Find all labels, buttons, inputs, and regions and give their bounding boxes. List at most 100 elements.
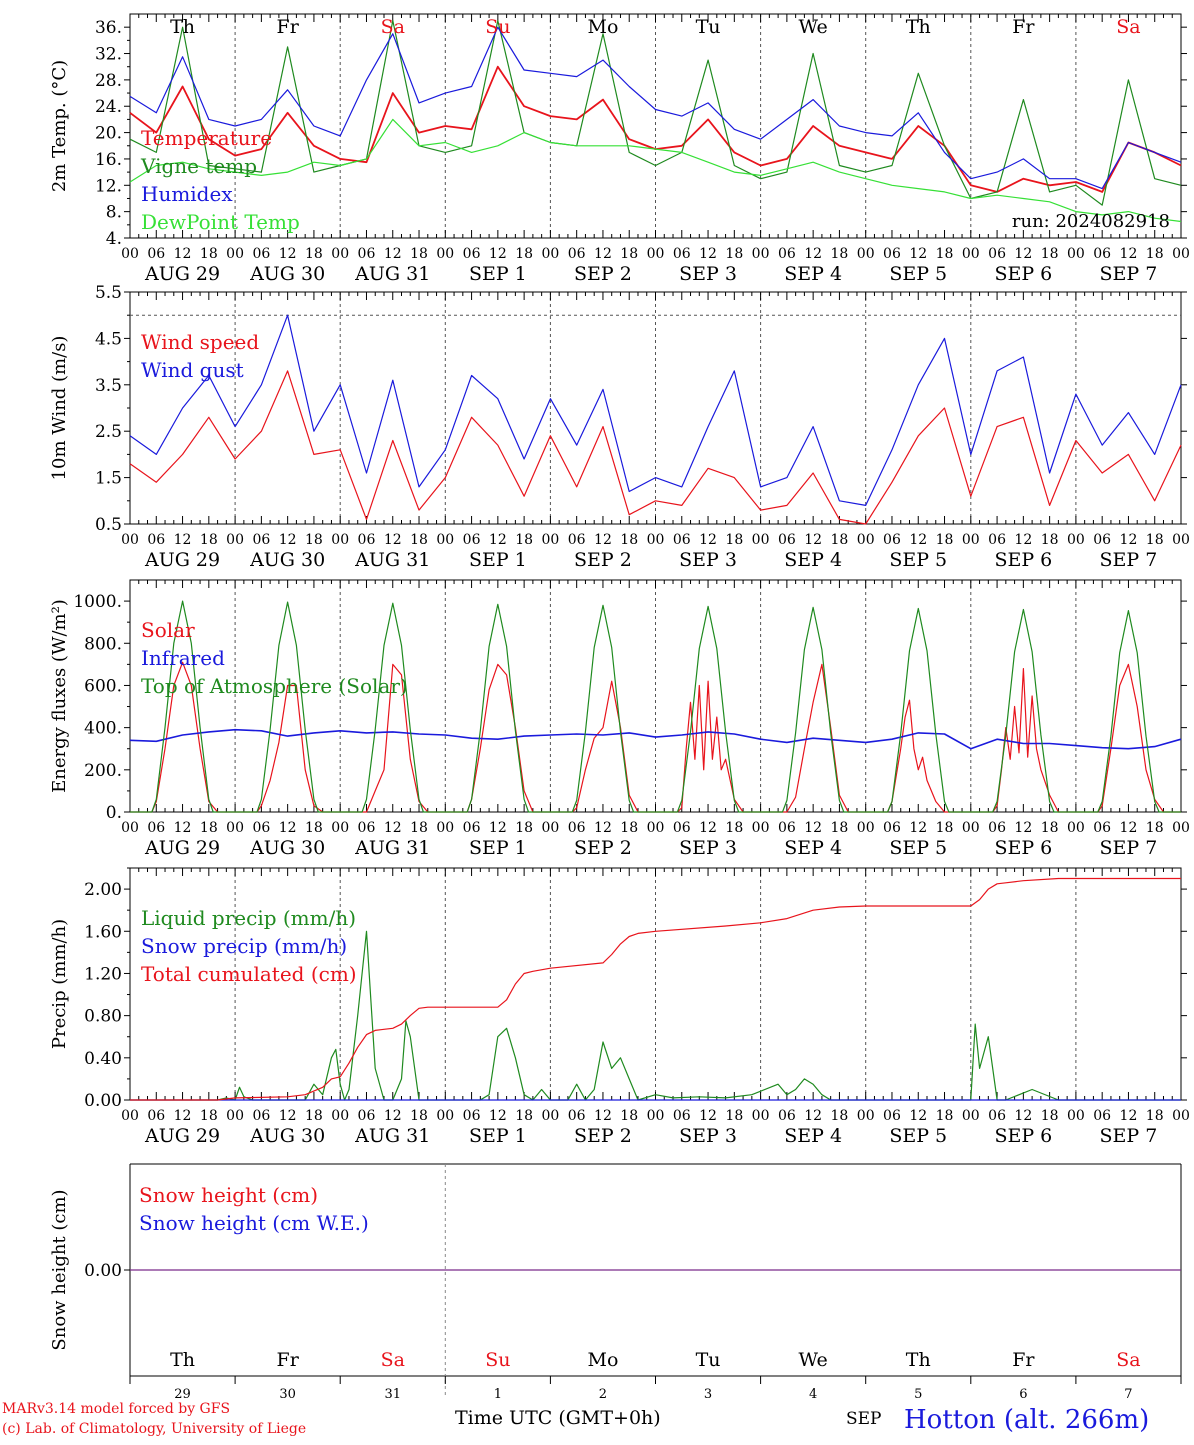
hour-label: 06	[568, 532, 586, 548]
hour-label: 00	[647, 820, 665, 836]
hour-label: 00	[752, 1108, 770, 1124]
hour-label: 06	[463, 820, 481, 836]
hour-label: 00	[331, 1108, 349, 1124]
date-label: SEP 2	[574, 263, 632, 285]
panel-precip: 0.00 0.40 0.80 1.20 1.60 2.00 Precip (mm/h) Liq…	[49, 867, 1190, 1147]
station-label: Hotton (alt. 266m)	[904, 1405, 1149, 1435]
hour-label: 00	[1067, 246, 1085, 262]
hour-label: 12	[174, 532, 192, 548]
hour-label: 12	[594, 246, 612, 262]
hour-label: 00	[331, 532, 349, 548]
date-label: SEP 6	[994, 1125, 1052, 1147]
weekday-label: Fr	[277, 1349, 300, 1371]
date-label: SEP 1	[469, 1125, 527, 1147]
month-label: SEP	[846, 1409, 882, 1429]
hour-label: 12	[489, 820, 507, 836]
day-number-label: 7	[1124, 1387, 1132, 1402]
hour-label: 12	[909, 532, 927, 548]
hour-label: 00	[962, 1108, 980, 1124]
y-tick-label: 24.	[95, 97, 122, 117]
hour-label: 18	[620, 820, 638, 836]
hour-label: 00	[752, 532, 770, 548]
hour-label: 18	[620, 1108, 638, 1124]
hour-label: 00	[331, 246, 349, 262]
hour-label: 18	[725, 532, 743, 548]
hour-label: 12	[1120, 246, 1138, 262]
hour-label: 18	[725, 246, 743, 262]
hour-label: 00	[1172, 532, 1190, 548]
date-label: AUG 30	[249, 263, 325, 285]
weekday-label: We	[799, 16, 828, 38]
hour-label: 06	[883, 1108, 901, 1124]
hour-label: 12	[909, 1108, 927, 1124]
weekday-label: Sa	[381, 16, 405, 38]
hour-label: 06	[252, 820, 270, 836]
hour-label: 18	[515, 1108, 533, 1124]
legend-entry: Total cumulated (cm)	[141, 962, 357, 986]
legend-entry: Top of Atmosphere (Solar)	[141, 674, 408, 698]
date-label: AUG 30	[249, 837, 325, 859]
hour-label: 12	[279, 1108, 297, 1124]
hour-label: 12	[384, 820, 402, 836]
hour-label: 18	[305, 246, 323, 262]
hour-label: 18	[936, 532, 954, 548]
y-tick-label: 800.	[84, 634, 122, 654]
hour-label: 06	[988, 1108, 1006, 1124]
weekday-label: Sa	[1116, 1349, 1140, 1371]
weekday-label: Fr	[1012, 1349, 1035, 1371]
y-tick-label: 2.00	[84, 880, 122, 900]
hour-label: 06	[1093, 246, 1111, 262]
hour-label: 00	[436, 246, 454, 262]
date-label: AUG 29	[144, 549, 220, 571]
y-tick-label: 2.5	[95, 422, 122, 442]
hour-label: 12	[489, 1108, 507, 1124]
hour-label: 06	[252, 532, 270, 548]
hour-label: 12	[279, 246, 297, 262]
y-tick-label: 0.00	[84, 1091, 122, 1111]
y-tick-label: 400.	[84, 719, 122, 739]
hour-label: 00	[226, 1108, 244, 1124]
date-label: AUG 31	[354, 837, 430, 859]
hour-label: 00	[121, 532, 139, 548]
hour-label: 12	[909, 820, 927, 836]
hour-label: 18	[410, 1108, 428, 1124]
hour-label: 00	[857, 820, 875, 836]
y-tick-label: 28.	[95, 71, 122, 91]
hour-label: 12	[174, 1108, 192, 1124]
hour-label: 00	[121, 1108, 139, 1124]
hour-label: 00	[857, 246, 875, 262]
hour-label: 12	[489, 246, 507, 262]
hour-label: 12	[384, 532, 402, 548]
hour-label: 18	[305, 532, 323, 548]
hour-label: 00	[436, 1108, 454, 1124]
hour-label: 00	[541, 820, 559, 836]
day-number-label: 3	[704, 1387, 712, 1402]
date-label: SEP 4	[784, 1125, 842, 1147]
date-label: SEP 7	[1100, 1125, 1158, 1147]
date-label: SEP 4	[784, 549, 842, 571]
date-label: AUG 29	[144, 263, 220, 285]
hour-label: 18	[620, 246, 638, 262]
hour-label: 00	[226, 246, 244, 262]
weekday-label: Fr	[1012, 16, 1035, 38]
hour-label: 18	[200, 246, 218, 262]
y-tick-label: 0.5	[95, 515, 122, 535]
hour-label: 06	[568, 246, 586, 262]
date-label: SEP 2	[574, 837, 632, 859]
y-tick-label: 0.80	[84, 1007, 122, 1027]
panel-wind: 0.5 1.5 2.5 3.5 4.5 5.5 10m Wind (m/s) Wind spe…	[49, 283, 1190, 571]
hour-label: 06	[147, 532, 165, 548]
hour-label: 06	[778, 532, 796, 548]
hour-label: 18	[831, 532, 849, 548]
hour-label: 00	[1172, 820, 1190, 836]
hour-label: 06	[673, 532, 691, 548]
weekday-label: Su	[485, 16, 510, 38]
hour-label: 18	[725, 820, 743, 836]
legend-entry: Snow height (cm W.E.)	[139, 1211, 369, 1235]
hour-label: 18	[1041, 532, 1059, 548]
hour-label: 18	[936, 820, 954, 836]
hour-label: 00	[962, 246, 980, 262]
hour-label: 18	[410, 246, 428, 262]
hour-label: 12	[1014, 246, 1032, 262]
hour-label: 06	[778, 1108, 796, 1124]
